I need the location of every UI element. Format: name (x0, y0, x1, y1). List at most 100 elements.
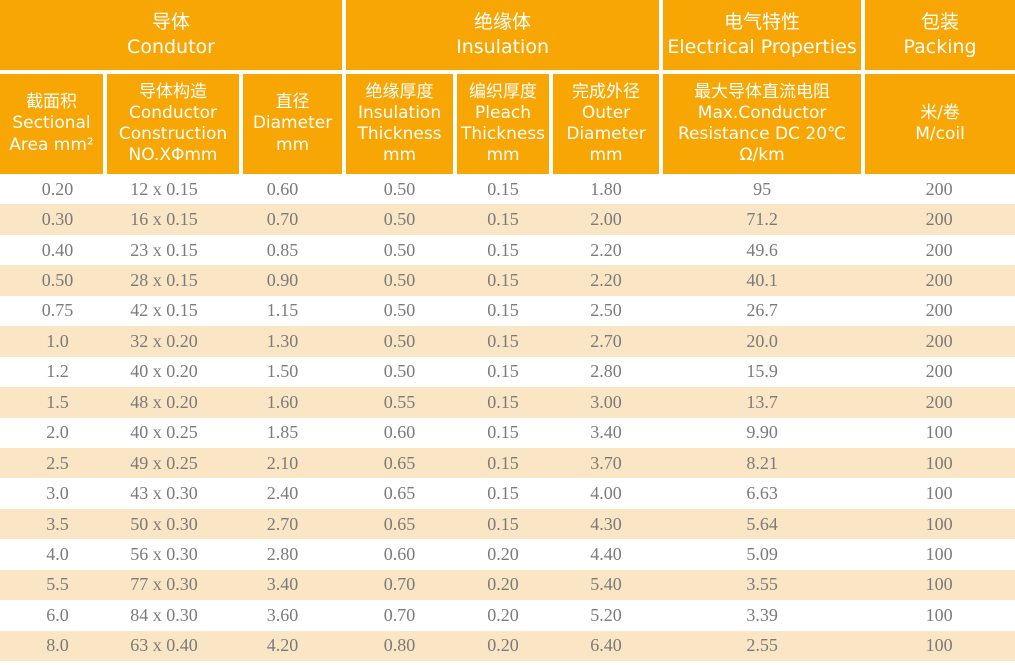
cell-diameter: 1.60 (266, 391, 299, 412)
cell-m-per-coil: 100 (925, 574, 953, 595)
header-group-row: 导体 Condutor 绝缘体 Insulation 电气特性 Electric… (0, 0, 1015, 74)
table-row: 8.0 63 x 0.40 4.20 0.80 0.20 6.40 2.55 100 (0, 630, 1015, 661)
cell-m-per-coil: 100 (925, 483, 953, 504)
column-header-conductor-construction: 导体构造 Conductor Construction NO.XΦmm (105, 72, 243, 174)
cell-sectional-area: 2.0 (46, 422, 69, 443)
cell-conductor-construction: 56 x 0.30 (130, 543, 198, 564)
cell-conductor-construction: 42 x 0.15 (130, 300, 198, 321)
cell-diameter: 0.70 (266, 209, 299, 230)
cell-diameter: 1.30 (266, 330, 299, 351)
column-header-insulation-thickness: 绝缘厚度 Insulation Thickness mm (344, 72, 458, 174)
cell-outer-diameter: 3.70 (590, 452, 622, 473)
table-body: 0.20 12 x 0.15 0.60 0.50 0.15 1.80 95 200 0.30 16… (0, 174, 1015, 661)
table-row: 0.30 16 x 0.15 0.70 0.50 0.15 2.00 71.2 200 (0, 204, 1015, 235)
cell-conductor-construction: 23 x 0.15 (130, 239, 198, 260)
cell-conductor-construction: 43 x 0.30 (130, 483, 198, 504)
table-row: 4.0 56 x 0.30 2.80 0.60 0.20 4.40 5.09 100 (0, 539, 1015, 569)
cell-diameter: 2.80 (266, 543, 299, 564)
cell-pleach-thickness: 0.20 (487, 635, 519, 656)
cell-diameter: 2.70 (266, 513, 299, 534)
cell-max-resistance: 5.64 (746, 513, 778, 534)
cell-diameter: 3.40 (266, 574, 299, 595)
cell-conductor-construction: 63 x 0.40 (130, 635, 198, 656)
cell-pleach-thickness: 0.15 (487, 178, 519, 199)
cell-insulation-thickness: 0.80 (383, 635, 416, 656)
cell-insulation-thickness: 0.65 (383, 513, 416, 534)
cell-diameter: 4.20 (266, 635, 299, 656)
cell-insulation-thickness: 0.55 (383, 391, 416, 412)
cell-max-resistance: 95 (753, 178, 772, 199)
cell-pleach-thickness: 0.15 (487, 361, 519, 382)
cell-m-per-coil: 200 (925, 270, 953, 291)
cell-pleach-thickness: 0.15 (487, 513, 519, 534)
cell-outer-diameter: 1.80 (590, 178, 622, 199)
cell-pleach-thickness: 0.20 (487, 574, 519, 595)
cell-conductor-construction: 77 x 0.30 (130, 574, 198, 595)
cell-outer-diameter: 2.20 (590, 270, 622, 291)
cell-sectional-area: 0.20 (41, 178, 74, 199)
cell-outer-diameter: 4.30 (590, 513, 622, 534)
cell-sectional-area: 1.2 (46, 361, 69, 382)
cell-conductor-construction: 48 x 0.20 (130, 391, 198, 412)
cell-m-per-coil: 100 (925, 452, 953, 473)
cell-max-resistance: 13.7 (746, 391, 778, 412)
cell-pleach-thickness: 0.15 (487, 422, 519, 443)
cell-diameter: 1.50 (266, 361, 299, 382)
table-row: 3.5 50 x 0.30 2.70 0.65 0.15 4.30 5.64 100 (0, 508, 1015, 540)
cell-sectional-area: 4.0 (46, 543, 69, 564)
cell-insulation-thickness: 0.50 (383, 209, 416, 230)
column-header-max-resistance: 最大导体直流电阻 Max.Conductor Resistance DC 20℃… (661, 72, 866, 174)
cell-diameter: 2.10 (266, 452, 299, 473)
table-row: 1.2 40 x 0.20 1.50 0.50 0.15 2.80 15.9 200 (0, 357, 1015, 387)
table-row: 0.40 23 x 0.15 0.85 0.50 0.15 2.20 49.6 200 (0, 235, 1015, 265)
group-header-electrical-properties: 电气特性 Electrical Properties (661, 0, 866, 74)
cell-conductor-construction: 32 x 0.20 (130, 330, 198, 351)
cell-pleach-thickness: 0.15 (487, 300, 519, 321)
cell-outer-diameter: 3.00 (590, 391, 622, 412)
cell-max-resistance: 26.7 (746, 300, 778, 321)
cell-insulation-thickness: 0.50 (383, 330, 416, 351)
cell-insulation-thickness: 0.50 (383, 361, 416, 382)
table-row: 1.5 48 x 0.20 1.60 0.55 0.15 3.00 13.7 200 (0, 387, 1015, 418)
cell-m-per-coil: 100 (925, 513, 953, 534)
table-row: 1.0 32 x 0.20 1.30 0.50 0.15 2.70 20.0 200 (0, 326, 1015, 357)
cell-pleach-thickness: 0.20 (487, 543, 519, 564)
cell-sectional-area: 3.5 (46, 513, 69, 534)
cell-pleach-thickness: 0.15 (487, 452, 519, 473)
cell-pleach-thickness: 0.20 (487, 604, 519, 625)
cell-max-resistance: 71.2 (746, 209, 778, 230)
cell-sectional-area: 0.75 (41, 300, 74, 321)
cell-conductor-construction: 28 x 0.15 (130, 270, 198, 291)
cell-max-resistance: 3.55 (746, 574, 778, 595)
cell-m-per-coil: 200 (925, 330, 953, 351)
cell-max-resistance: 20.0 (746, 330, 778, 351)
cell-insulation-thickness: 0.50 (383, 300, 416, 321)
cell-outer-diameter: 2.70 (590, 330, 622, 351)
cell-max-resistance: 2.55 (746, 635, 778, 656)
cell-outer-diameter: 4.40 (590, 543, 622, 564)
cell-pleach-thickness: 0.15 (487, 239, 519, 260)
cell-insulation-thickness: 0.60 (383, 422, 416, 443)
cell-sectional-area: 5.5 (46, 574, 69, 595)
cell-pleach-thickness: 0.15 (487, 330, 519, 351)
cell-sectional-area: 6.0 (46, 604, 69, 625)
cell-insulation-thickness: 0.70 (383, 604, 416, 625)
column-header-outer-diameter: 完成外径 Outer Diameter mm (551, 72, 664, 174)
column-header-m-per-coil: 米/卷 M/coil (863, 72, 1015, 174)
cell-sectional-area: 3.0 (46, 483, 69, 504)
cell-outer-diameter: 5.20 (590, 604, 622, 625)
cell-outer-diameter: 4.00 (590, 483, 622, 504)
cell-diameter: 1.85 (266, 422, 299, 443)
cell-outer-diameter: 2.50 (590, 300, 622, 321)
cell-max-resistance: 5.09 (746, 543, 778, 564)
column-header-pleach-thickness: 编织厚度 Pleach Thickness mm (455, 72, 554, 174)
cell-sectional-area: 8.0 (46, 635, 69, 656)
cell-m-per-coil: 100 (925, 422, 953, 443)
cell-insulation-thickness: 0.70 (383, 574, 416, 595)
cell-diameter: 0.90 (266, 270, 299, 291)
cell-pleach-thickness: 0.15 (487, 391, 519, 412)
cell-sectional-area: 2.5 (46, 452, 69, 473)
cell-outer-diameter: 3.40 (590, 422, 622, 443)
